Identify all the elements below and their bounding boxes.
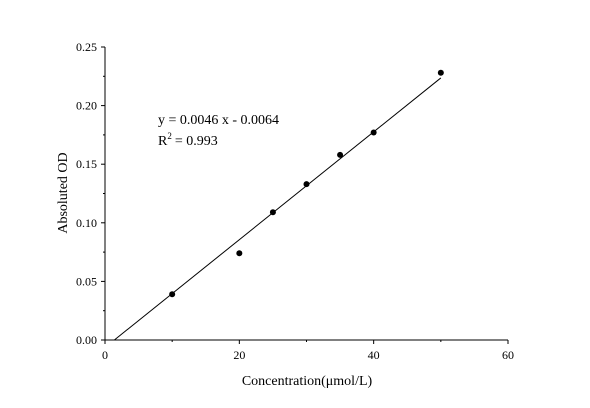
fit-equation: y = 0.0046 x - 0.0064 [158,113,279,128]
y-axis-label: Absoluted OD [56,152,71,233]
data-point [370,129,377,136]
data-point [437,69,444,76]
x-tick-label: 0 [102,348,108,362]
y-tick-label: 0.25 [76,40,97,54]
data-point [303,181,310,188]
r-squared-value: = 0.993 [175,134,218,149]
y-tick-label: 0.10 [76,216,97,230]
axes [104,47,508,341]
data-point [337,151,344,158]
y-tick-label: 0.00 [76,333,97,347]
fit-line-group [114,77,442,341]
r-squared-superscript: 2 [167,131,172,141]
ticks: 0.00 0.05 0.10 0.15 0.20 0.25 0 20 40 60 [76,40,514,362]
fit-line [114,77,442,341]
x-tick-label: 40 [368,348,380,362]
r-squared: R2 = 0.993 [158,131,218,149]
data-point [169,291,176,298]
data-point [236,250,243,257]
r-squared-prefix: R [158,134,168,149]
x-axis-label: Concentration(μmol/L) [242,374,373,389]
data-points [169,69,444,298]
y-tick-label: 0.05 [76,274,97,288]
y-tick-label: 0.15 [76,157,97,171]
data-point [269,209,276,216]
y-tick-label: 0.20 [76,99,97,113]
x-tick-label: 20 [233,348,245,362]
x-tick-label: 60 [502,348,514,362]
